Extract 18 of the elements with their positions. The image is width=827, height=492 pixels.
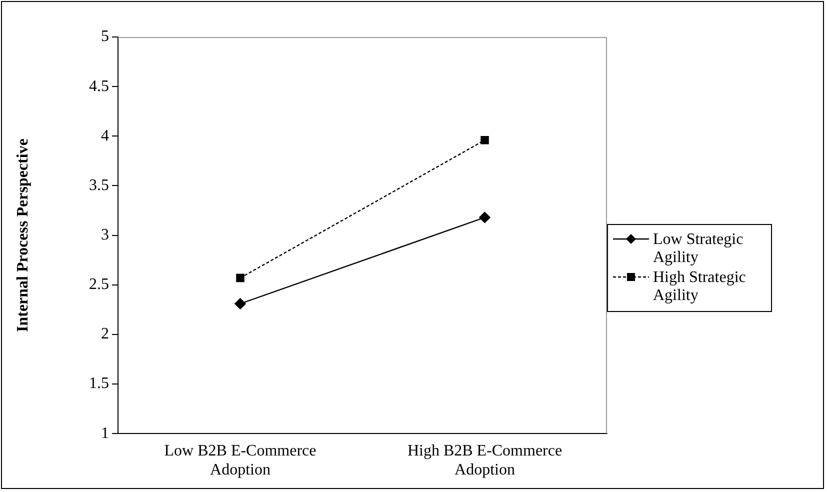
y-tick-label: 5	[101, 28, 109, 46]
point	[236, 274, 244, 282]
legend-label: Low Strategic Agility	[653, 231, 744, 267]
point	[234, 298, 246, 310]
y-tick-label: 2	[101, 326, 109, 343]
y-tick-label: 2.5	[89, 276, 109, 294]
x-tick-label: Low B2B E-Commerce Adoption	[164, 442, 316, 479]
y-tick-label: 4	[101, 127, 109, 144]
y-tick-label: 3	[101, 226, 109, 244]
y-tick-label: 4.5	[89, 78, 109, 95]
y-tick-label: 3.5	[89, 176, 109, 194]
legend-label: High Strategic Agility	[653, 269, 747, 305]
y-tick-label: 1	[101, 424, 109, 442]
y-tick-label: 1.5	[89, 375, 109, 392]
point	[479, 212, 490, 224]
point	[480, 136, 489, 144]
x-tick-label: High B2B E-Commerce Adoption	[407, 442, 562, 479]
y-axis-title: Internal Process Perspective	[14, 138, 32, 332]
